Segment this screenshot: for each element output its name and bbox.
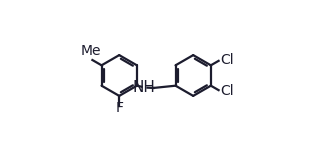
Text: Cl: Cl bbox=[220, 53, 234, 67]
Text: F: F bbox=[115, 101, 123, 115]
Text: Me: Me bbox=[81, 44, 101, 58]
Text: NH: NH bbox=[133, 80, 156, 95]
Text: Cl: Cl bbox=[220, 84, 234, 98]
